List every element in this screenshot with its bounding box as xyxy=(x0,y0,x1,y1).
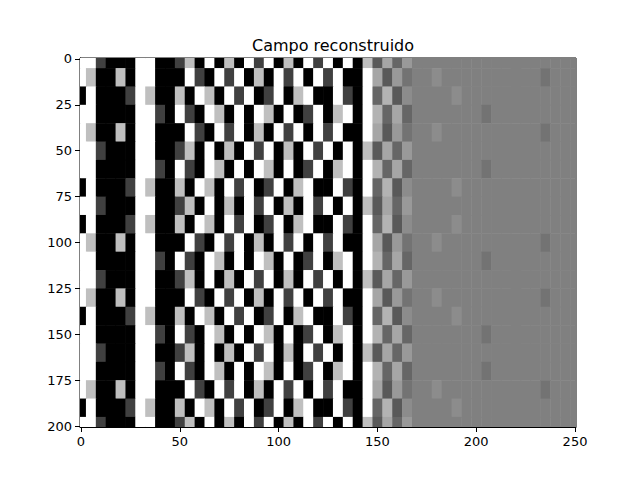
svg-text:0: 0 xyxy=(64,51,72,66)
svg-text:200: 200 xyxy=(47,419,72,434)
svg-text:200: 200 xyxy=(464,434,489,449)
svg-text:125: 125 xyxy=(47,281,72,296)
svg-text:Campo reconstruido: Campo reconstruido xyxy=(252,36,414,55)
svg-text:100: 100 xyxy=(47,235,72,250)
svg-text:250: 250 xyxy=(563,434,588,449)
svg-text:50: 50 xyxy=(55,143,72,158)
svg-text:150: 150 xyxy=(47,327,72,342)
svg-text:50: 50 xyxy=(172,434,189,449)
svg-text:25: 25 xyxy=(55,97,72,112)
svg-text:175: 175 xyxy=(47,373,72,388)
svg-text:100: 100 xyxy=(266,434,291,449)
svg-text:75: 75 xyxy=(55,189,72,204)
svg-text:150: 150 xyxy=(365,434,390,449)
svg-text:0: 0 xyxy=(77,434,85,449)
